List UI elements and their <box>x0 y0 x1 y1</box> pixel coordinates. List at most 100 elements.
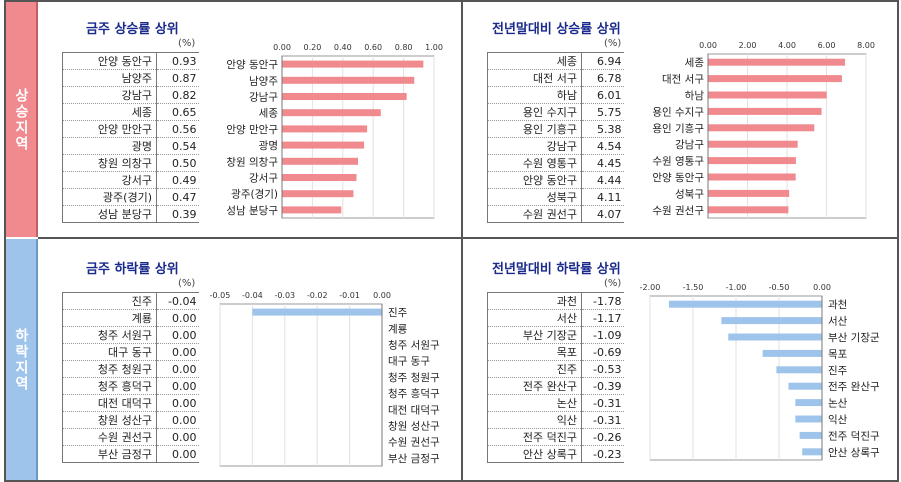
change-value: 0.82 <box>156 86 199 104</box>
category-label: 진주 <box>828 365 848 377</box>
weekly-rise-chart: 0.00 0.20 0.40 0.60 0.80 1.00 안양 동안구남양주강남구세종안양… <box>226 43 443 219</box>
category-label: 강남구 <box>675 139 704 151</box>
annual-rise-unit: (%) <box>604 38 622 49</box>
table-row: 익산 -0.31 <box>487 411 624 429</box>
change-value: -0.26 <box>581 428 624 446</box>
change-value: 0.00 <box>156 445 199 463</box>
region-name: 대구 동구 <box>62 343 157 361</box>
category-label: 수원 권선구 <box>388 437 440 449</box>
table-row: 청주 흥덕구 0.00 <box>62 377 199 395</box>
region-name: 수원 권선구 <box>487 205 582 223</box>
category-label: 익산 <box>828 414 848 426</box>
region-name: 목포 <box>487 343 582 361</box>
change-value: -0.04 <box>156 292 199 310</box>
region-name: 용인 기흥구 <box>487 120 582 138</box>
category-label: 남양주 <box>249 75 278 87</box>
table-row: 서산 -1.17 <box>487 309 624 327</box>
region-name: 진주 <box>62 292 157 310</box>
x-tick-label: 0.80 <box>395 43 413 52</box>
change-value: -1.17 <box>581 309 624 327</box>
bar <box>708 189 790 197</box>
bar <box>795 415 822 423</box>
region-name: 익산 <box>487 411 582 429</box>
weekly-rise-table: 안양 동안구 0.93 남양주 0.87 강남구 0.82 세종 0.65 안양 만안구 0.56… <box>62 52 199 223</box>
change-value: 0.00 <box>156 411 199 429</box>
change-value: 4.11 <box>581 188 624 206</box>
weekly-fall-title: 금주 하락률 상위 <box>86 262 179 277</box>
x-tick-label: 0.00 <box>373 291 391 300</box>
table-row: 수원 영통구 4.45 <box>487 154 624 172</box>
category-label: 전주 덕진구 <box>828 430 880 442</box>
x-tick-label: -0.01 <box>339 291 360 300</box>
region-name: 논산 <box>487 394 582 412</box>
table-row: 대전 대덕구 0.00 <box>62 394 199 412</box>
category-label: 강남구 <box>249 92 278 104</box>
table-row: 논산 -0.31 <box>487 394 624 412</box>
table-row: 안양 동안구 4.44 <box>487 171 624 189</box>
annual-fall-unit: (%) <box>604 278 622 289</box>
bar <box>795 399 822 407</box>
category-label: 안양 만안구 <box>226 124 278 136</box>
x-tick-label: 2.00 <box>739 41 757 50</box>
change-value: 0.00 <box>156 360 199 378</box>
region-name: 용인 수지구 <box>487 103 582 121</box>
rise-section-text: 상승지역 <box>13 87 29 152</box>
category-label: 대전 대덕구 <box>388 404 440 416</box>
x-tick-label: 0.00 <box>699 41 717 50</box>
x-tick-label: -1.00 <box>726 283 747 292</box>
bar <box>282 125 368 133</box>
bar <box>282 141 365 149</box>
region-name: 진주 <box>487 360 582 378</box>
region-name: 하남 <box>487 86 582 104</box>
x-tick-label: -1.50 <box>683 283 704 292</box>
region-name: 청주 서원구 <box>62 326 157 344</box>
bar <box>282 206 342 214</box>
bar <box>762 349 822 357</box>
category-label: 청주 서원구 <box>388 340 440 352</box>
rise-section-label: 상승지역 <box>6 2 38 237</box>
table-row: 남양주 0.87 <box>62 69 199 87</box>
category-label: 진주 <box>388 307 408 319</box>
x-tick-label: -0.50 <box>769 283 790 292</box>
category-label: 안양 동안구 <box>226 59 278 71</box>
bar <box>721 317 822 325</box>
bar <box>708 107 822 115</box>
region-name: 청주 청원구 <box>62 360 157 378</box>
change-value: 5.75 <box>581 103 624 121</box>
bar <box>282 174 357 181</box>
table-row: 안양 동안구 0.93 <box>62 52 199 70</box>
category-label: 청주 청원구 <box>388 372 440 384</box>
category-label: 청주 흥덕구 <box>388 387 440 400</box>
category-label: 강서구 <box>249 173 278 185</box>
region-name: 과천 <box>487 292 582 310</box>
table-row: 청주 서원구 0.00 <box>62 326 199 344</box>
category-label: 안산 상록구 <box>828 447 880 459</box>
region-name: 부산 금정구 <box>62 445 157 463</box>
table-row: 안양 만안구 0.56 <box>62 120 199 138</box>
x-tick-label: 4.00 <box>778 41 796 50</box>
region-name: 부산 기장군 <box>487 326 582 344</box>
region-name: 성북구 <box>487 188 582 206</box>
category-label: 용인 기흥구 <box>652 122 704 135</box>
category-label: 계룡 <box>388 323 408 335</box>
category-label: 창원 성산구 <box>388 421 440 433</box>
table-row: 전주 덕진구 -0.26 <box>487 428 624 446</box>
region-name: 안양 동안구 <box>487 171 582 189</box>
category-label: 대전 서구 <box>662 74 704 86</box>
x-tick-label: 0.20 <box>303 43 321 52</box>
table-row: 창원 의창구 0.50 <box>62 154 199 172</box>
change-value: 0.87 <box>156 69 199 87</box>
region-name: 남양주 <box>62 69 157 87</box>
change-value: 4.07 <box>581 205 624 223</box>
bar <box>708 206 789 214</box>
table-row: 성남 분당구 0.39 <box>62 205 199 223</box>
weekly-fall-table: 진주 -0.04 계룡 0.00 청주 서원구 0.00 대구 동구 0.00 청주 청원구 0.… <box>62 292 199 463</box>
change-value: 0.93 <box>156 52 199 70</box>
region-name: 광주(경기) <box>62 188 157 206</box>
region-name: 광명 <box>62 137 157 155</box>
category-label: 논산 <box>828 398 848 410</box>
table-row: 부산 기장군 -1.09 <box>487 326 624 344</box>
table-row: 강남구 0.82 <box>62 86 199 104</box>
category-label: 부산 기장군 <box>828 332 880 344</box>
